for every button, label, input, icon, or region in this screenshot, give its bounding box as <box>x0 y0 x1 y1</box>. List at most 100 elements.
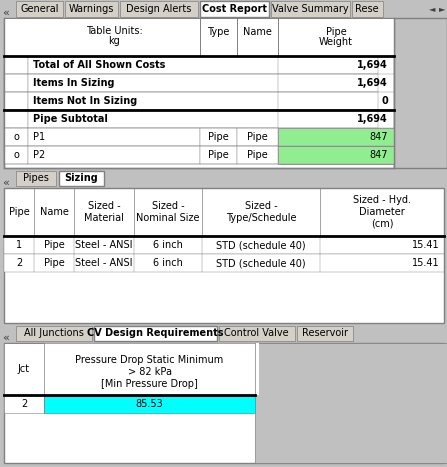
Text: 1,694: 1,694 <box>357 60 388 70</box>
Bar <box>278 18 394 56</box>
Text: Design Alerts: Design Alerts <box>126 4 192 14</box>
Bar <box>44 343 259 395</box>
Text: 1: 1 <box>16 240 22 250</box>
Text: Items Not In Sizing: Items Not In Sizing <box>33 96 137 106</box>
Text: Jct: Jct <box>18 364 30 374</box>
Bar <box>237 128 278 146</box>
Bar <box>0 463 447 467</box>
Bar <box>4 395 44 413</box>
Bar <box>271 1 350 17</box>
Text: Sized -
Type/Schedule: Sized - Type/Schedule <box>226 201 296 223</box>
Text: Warnings: Warnings <box>68 4 114 14</box>
Text: o: o <box>13 132 19 142</box>
Text: Pipe: Pipe <box>44 240 64 250</box>
Text: Sized -
Material: Sized - Material <box>84 201 124 223</box>
Bar <box>200 18 237 56</box>
Text: Pipe: Pipe <box>247 150 267 160</box>
Bar <box>16 326 92 341</box>
Bar <box>200 128 237 146</box>
Bar <box>0 325 447 343</box>
Bar <box>119 1 198 17</box>
Text: Table Units:: Table Units: <box>86 26 143 36</box>
Bar <box>0 170 447 188</box>
Text: STD (schedule 40): STD (schedule 40) <box>216 240 306 250</box>
Text: Pipe: Pipe <box>207 150 228 160</box>
Bar <box>44 395 255 413</box>
Bar <box>28 110 378 128</box>
Text: STD (schedule 40): STD (schedule 40) <box>216 258 306 268</box>
Bar <box>255 343 447 463</box>
Text: ◄: ◄ <box>429 5 435 14</box>
Text: 15.41: 15.41 <box>413 258 440 268</box>
Text: 0: 0 <box>381 96 388 106</box>
Bar <box>16 1 63 17</box>
Bar <box>28 92 378 110</box>
Text: Sized - Hyd.
Diameter
(cm): Sized - Hyd. Diameter (cm) <box>353 195 411 229</box>
Text: P1: P1 <box>33 132 45 142</box>
Bar <box>4 56 28 74</box>
Text: Pipe: Pipe <box>207 132 228 142</box>
Bar <box>297 326 353 341</box>
Bar <box>16 171 55 186</box>
Bar <box>219 326 295 341</box>
Bar <box>4 18 394 168</box>
Text: «: « <box>3 8 9 18</box>
Text: > 82 kPa: > 82 kPa <box>127 367 172 377</box>
Text: 1,694: 1,694 <box>357 114 388 124</box>
Text: Items In Sizing: Items In Sizing <box>33 78 114 88</box>
Text: Pipe: Pipe <box>44 258 64 268</box>
Bar <box>59 171 104 186</box>
Text: Valve Summary: Valve Summary <box>272 4 349 14</box>
Text: CV Design Requirements: CV Design Requirements <box>87 328 224 338</box>
Bar <box>200 1 269 17</box>
Text: 2: 2 <box>16 258 22 268</box>
Bar <box>4 254 444 272</box>
Text: Cost Report: Cost Report <box>202 4 267 14</box>
Text: 85.53: 85.53 <box>135 399 163 409</box>
Text: Type: Type <box>207 27 229 37</box>
Text: Rese: Rese <box>355 4 379 14</box>
Text: All Junctions: All Junctions <box>24 328 84 338</box>
Bar <box>394 18 447 168</box>
Text: Control Valve: Control Valve <box>224 328 289 338</box>
Text: Pipe: Pipe <box>247 132 267 142</box>
Text: «: « <box>3 333 9 343</box>
Text: Pipe: Pipe <box>8 207 30 217</box>
Bar <box>28 74 378 92</box>
Bar <box>4 18 28 56</box>
Bar <box>65 1 118 17</box>
Text: Steel - ANSI: Steel - ANSI <box>75 240 133 250</box>
Bar <box>4 128 28 146</box>
Text: General: General <box>20 4 59 14</box>
Bar <box>4 343 44 395</box>
Bar <box>94 326 216 341</box>
Text: Sized -
Nominal Size: Sized - Nominal Size <box>136 201 200 223</box>
Text: Pressure Drop Static Minimum: Pressure Drop Static Minimum <box>76 355 224 365</box>
Text: 847: 847 <box>370 132 388 142</box>
Text: o: o <box>13 150 19 160</box>
Text: Pipes: Pipes <box>23 173 49 183</box>
Bar <box>4 74 28 92</box>
Text: 847: 847 <box>370 150 388 160</box>
Bar <box>278 128 394 146</box>
Bar <box>200 146 237 164</box>
Bar <box>4 236 444 254</box>
Bar <box>4 92 28 110</box>
Bar <box>4 146 28 164</box>
Bar <box>278 146 394 164</box>
Text: 6 inch: 6 inch <box>153 240 183 250</box>
Text: 6 inch: 6 inch <box>153 258 183 268</box>
Bar <box>4 110 28 128</box>
Text: [Min Pressure Drop]: [Min Pressure Drop] <box>101 379 198 389</box>
Text: 1,694: 1,694 <box>357 78 388 88</box>
Text: Name: Name <box>40 207 68 217</box>
Bar <box>28 146 200 164</box>
Bar <box>28 18 200 56</box>
Bar <box>28 128 200 146</box>
Bar <box>28 56 378 74</box>
Bar <box>352 1 383 17</box>
Bar <box>237 18 278 56</box>
Text: 15.41: 15.41 <box>413 240 440 250</box>
Text: Steel - ANSI: Steel - ANSI <box>75 258 133 268</box>
Text: Reservoir: Reservoir <box>302 328 348 338</box>
